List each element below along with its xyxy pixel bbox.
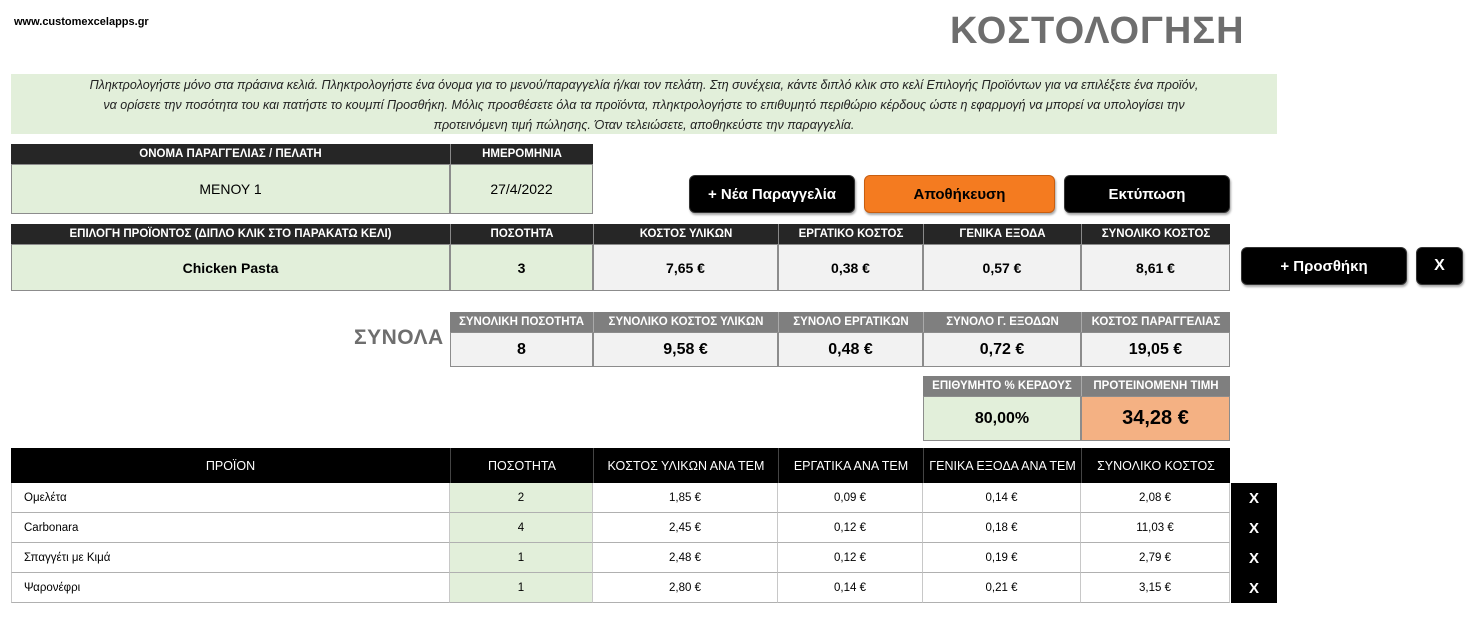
totals-header-qty: ΣΥΝΟΛΙΚΗ ΠΟΣΟΤΗΤΑ [450, 312, 593, 332]
row-total: 11,03 € [1081, 513, 1230, 543]
selection-materials-value: 7,65 € [593, 244, 778, 291]
order-name-field[interactable]: ΜΕΝΟΥ 1 [11, 164, 450, 214]
site-url: www.customexcelapps.gr [14, 16, 149, 28]
quantity-field[interactable]: 3 [450, 244, 593, 291]
items-header-total: ΣΥΝΟΛΙΚΟ ΚΟΣΤΟΣ [1081, 448, 1230, 483]
totals-materials-value: 9,58 € [593, 332, 778, 367]
row-total: 2,08 € [1081, 483, 1230, 513]
row-labor: 0,14 € [778, 573, 923, 603]
totals-labor-value: 0,48 € [778, 332, 923, 367]
totals-qty-value: 8 [450, 332, 593, 367]
instructions-line-1: Πληκτρολογήστε μόνο στα πράσινα κελιά. Π… [89, 78, 1199, 92]
row-total: 2,79 € [1081, 543, 1230, 573]
margin-header: ΕΠΙΘΥΜΗΤΟ % ΚΕΡΔΟΥΣ [923, 376, 1081, 396]
totals-order-cost-value: 19,05 € [1081, 332, 1230, 367]
row-total: 3,15 € [1081, 573, 1230, 603]
row-qty[interactable]: 1 [450, 573, 593, 603]
save-button[interactable]: Αποθήκευση [864, 175, 1055, 213]
row-materials: 2,45 € [593, 513, 778, 543]
instructions-line-3: προτεινόμενη τιμή πώλησης. Όταν τελειώσε… [433, 118, 855, 132]
row-delete-button[interactable]: X [1231, 483, 1277, 513]
items-header-labor: ΕΡΓΑΤΙΚΑ ΑΝΑ ΤΕΜ [778, 448, 923, 483]
order-date-field[interactable]: 27/4/2022 [450, 164, 593, 214]
selection-header-total: ΣΥΝΟΛΙΚΟ ΚΟΣΤΟΣ [1081, 224, 1230, 244]
totals-label: ΣΥΝΟΛΑ [354, 326, 444, 349]
margin-input[interactable]: 80,00% [923, 396, 1081, 441]
items-header-qty: ΠΟΣΟΤΗΤΑ [450, 448, 593, 483]
selection-labor-value: 0,38 € [778, 244, 923, 291]
row-qty[interactable]: 2 [450, 483, 593, 513]
new-order-button[interactable]: + Νέα Παραγγελία [689, 175, 855, 213]
row-overhead: 0,19 € [923, 543, 1081, 573]
row-overhead: 0,14 € [923, 483, 1081, 513]
row-product: Ψαρονέφρι [11, 573, 450, 603]
items-header-materials: ΚΟΣΤΟΣ ΥΛΙΚΩΝ ΑΝΑ ΤΕΜ [593, 448, 778, 483]
selection-header-materials: ΚΟΣΤΟΣ ΥΛΙΚΩΝ [593, 224, 778, 244]
totals-header-materials: ΣΥΝΟΛΙΚΟ ΚΟΣΤΟΣ ΥΛΙΚΩΝ [593, 312, 778, 332]
row-materials: 2,48 € [593, 543, 778, 573]
add-product-button[interactable]: + Προσθήκη [1241, 247, 1407, 285]
instructions-line-2: να ορίσετε την ποσότητα του και πατήστε … [103, 98, 1185, 112]
row-materials: 2,80 € [593, 573, 778, 603]
row-labor: 0,12 € [778, 513, 923, 543]
totals-overhead-value: 0,72 € [923, 332, 1081, 367]
page-title: ΚΟΣΤΟΛΟΓΗΣΗ [950, 10, 1245, 52]
order-date-header: ΗΜΕΡΟΜΗΝΙΑ [450, 144, 593, 164]
row-delete-button[interactable]: X [1231, 513, 1277, 543]
row-qty[interactable]: 4 [450, 513, 593, 543]
row-delete-button[interactable]: X [1231, 543, 1277, 573]
row-labor: 0,09 € [778, 483, 923, 513]
row-product: Carbonara [11, 513, 450, 543]
suggested-price-value: 34,28 € [1081, 396, 1230, 441]
row-qty[interactable]: 1 [450, 543, 593, 573]
selection-header-labor: ΕΡΓΑΤΙΚΟ ΚΟΣΤΟΣ [778, 224, 923, 244]
items-header-overhead: ΓΕΝΙΚΑ ΕΞΟΔΑ ΑΝΑ ΤΕΜ [923, 448, 1081, 483]
totals-header-overhead: ΣΥΝΟΛΟ Γ. ΕΞΟΔΩΝ [923, 312, 1081, 332]
row-product: Ομελέτα [11, 483, 450, 513]
selection-overhead-value: 0,57 € [923, 244, 1081, 291]
items-table-header [11, 448, 1230, 483]
items-header-product: ΠΡΟΪΟΝ [205, 458, 256, 473]
suggested-price-header: ΠΡΟΤΕΙΝΟΜΕΝΗ ΤΙΜΗ [1081, 376, 1230, 396]
row-delete-button[interactable]: X [1231, 573, 1277, 603]
row-product: Σπαγγέτι με Κιμά [11, 543, 450, 573]
order-name-header: ΟΝΟΜΑ ΠΑΡΑΓΓΕΛΙΑΣ / ΠΕΛΑΤΗ [11, 144, 450, 164]
row-labor: 0,12 € [778, 543, 923, 573]
instructions-box: Πληκτρολογήστε μόνο στα πράσινα κελιά. Π… [11, 74, 1277, 134]
row-materials: 1,85 € [593, 483, 778, 513]
row-overhead: 0,18 € [923, 513, 1081, 543]
clear-selection-button[interactable]: X [1416, 247, 1463, 285]
selection-total-value: 8,61 € [1081, 244, 1230, 291]
selection-header-product: ΕΠΙΛΟΓΗ ΠΡΟΪΟΝΤΟΣ (ΔΙΠΛΟ ΚΛΙΚ ΣΤΟ ΠΑΡΑΚΑ… [11, 224, 450, 244]
totals-header-order-cost: ΚΟΣΤΟΣ ΠΑΡΑΓΓΕΛΙΑΣ [1081, 312, 1230, 332]
print-button[interactable]: Εκτύπωση [1064, 175, 1230, 213]
totals-header-labor: ΣΥΝΟΛΟ ΕΡΓΑΤΙΚΩΝ [778, 312, 923, 332]
product-select-field[interactable]: Chicken Pasta [11, 244, 450, 291]
selection-header-overhead: ΓΕΝΙΚΑ ΕΞΟΔΑ [923, 224, 1081, 244]
selection-header-qty: ΠΟΣΟΤΗΤΑ [450, 224, 593, 244]
row-overhead: 0,21 € [923, 573, 1081, 603]
